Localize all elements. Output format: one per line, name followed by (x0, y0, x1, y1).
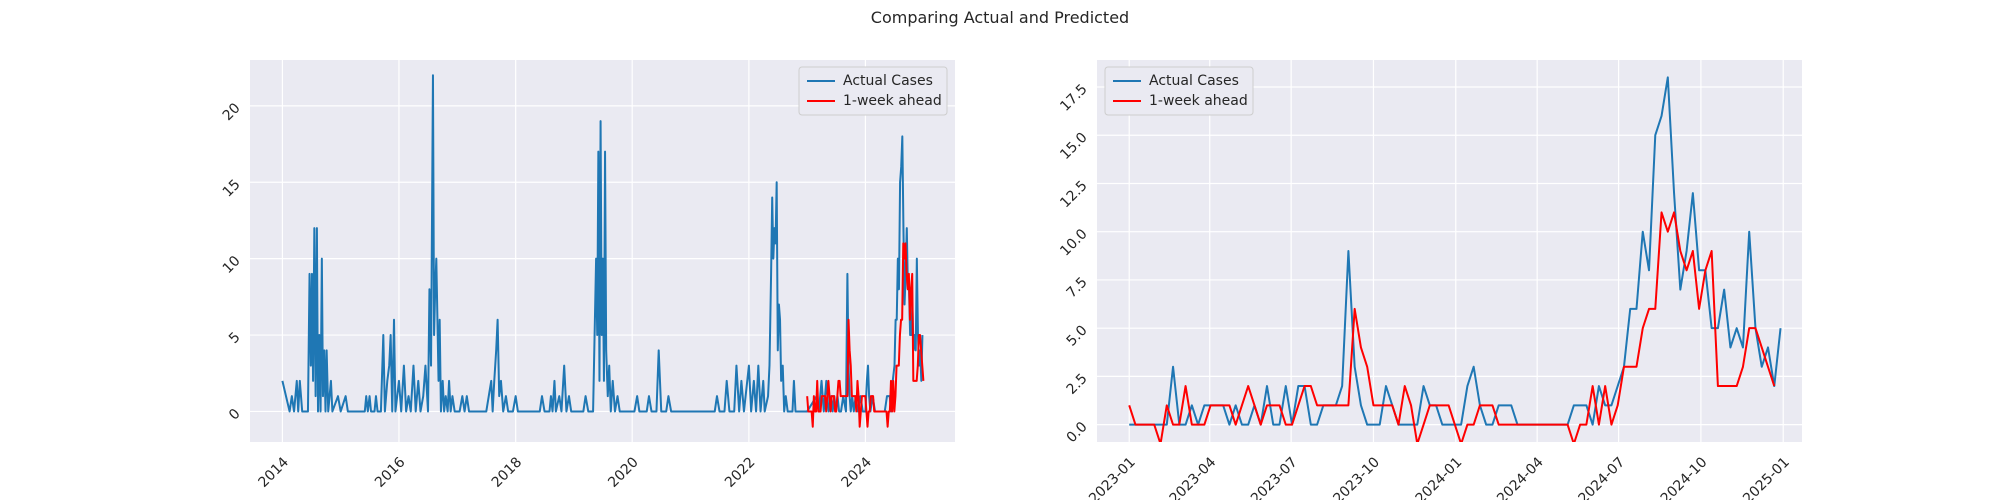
chart-2-x-tick-label: 2023-10 (1330, 454, 1383, 500)
chart-2-x-tick-label: 2024-07 (1576, 454, 1629, 500)
chart-2-y-tick-label: 7.5 (1064, 274, 1091, 301)
chart-1-y-tick-label: 15 (220, 177, 244, 201)
chart-2-x-tick-label: 2024-04 (1494, 454, 1547, 500)
chart-1-x-tick-label: 2018 (489, 454, 526, 491)
chart-2-y-tick-label: 2.5 (1064, 371, 1091, 398)
chart-2-y-tick-label: 17.5 (1057, 81, 1090, 114)
chart-1-series-one-week-ahead-line (806, 242, 925, 428)
chart-2-x-tick-label: 2025-01 (1740, 454, 1793, 500)
chart-1-legend-box (798, 66, 948, 116)
chart-1-x-tick-label: 2024 (839, 454, 876, 491)
chart-2: 2023-01 2023-04 2023-07 2023-10 2024-01 2024-… (1057, 60, 1802, 500)
figure-title: Comparing Actual and Predicted (870, 8, 1130, 27)
chart-1-legend: Actual Cases 1-week ahead (798, 66, 948, 116)
chart-2-x-tick-label: 2024-10 (1658, 454, 1711, 500)
chart-2-y-tick-label: 0.0 (1064, 419, 1091, 446)
chart-2-y-tick-label: 12.5 (1057, 178, 1090, 211)
chart-2-x-tick-label: 2024-01 (1413, 454, 1466, 500)
chart-1-plot-area (250, 60, 955, 442)
chart-2-y-tick-label: 5.0 (1064, 323, 1091, 350)
chart-2-legend: Actual Cases 1-week ahead (1104, 66, 1254, 116)
chart-2-y-tick-label: 10.0 (1057, 226, 1090, 259)
chart-2-y-tick-label: 15.0 (1057, 130, 1090, 163)
chart-2-legend-box (1104, 66, 1254, 116)
chart-1-x-tick-label: 2016 (372, 454, 409, 491)
chart-1-x-tick-label: 2022 (722, 454, 759, 491)
chart-2-legend-label-one-week-ahead: 1-week ahead (1149, 93, 1248, 109)
chart-1-x-tick-label: 2014 (256, 454, 293, 491)
chart-2-plot-area (1097, 60, 1802, 442)
chart-2-x-tick-label: 2023-04 (1167, 454, 1220, 500)
chart-1-x-tick-label: 2020 (605, 454, 642, 491)
chart-1-y-tick-label: 5 (226, 329, 244, 347)
chart-2-series-one-week-ahead-line (1128, 211, 1776, 442)
chart-2-legend-label-actual-cases: Actual Cases (1149, 73, 1239, 89)
chart-1-series-actual-cases-line (281, 74, 924, 413)
chart-1-y-tick-label: 10 (220, 253, 244, 277)
chart-1: 2014 2016 2018 2020 2022 2024 0 5 10 15 20 Actual C… (220, 60, 955, 491)
chart-2-x-tick-label: 2023-07 (1248, 454, 1301, 500)
chart-2-x-tick-label: 2023-01 (1086, 454, 1139, 500)
chart-1-legend-label-actual-cases: Actual Cases (843, 73, 933, 89)
chart-1-y-tick-label: 0 (226, 406, 244, 424)
chart-1-y-tick-label: 20 (220, 100, 244, 124)
chart-1-legend-label-one-week-ahead: 1-week ahead (843, 93, 942, 109)
